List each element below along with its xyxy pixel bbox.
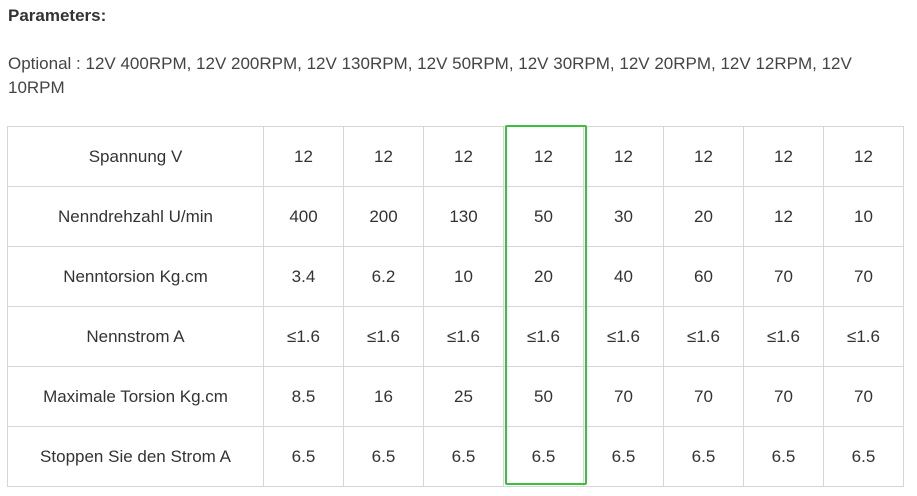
table-cell: 16 (343, 366, 424, 427)
table-row: Maximale Torsion Kg.cm 8.5 16 25 50 70 70 70 70 (7, 366, 904, 427)
table-cell: 12 (343, 126, 424, 187)
table-cell: 12 (423, 126, 504, 187)
section-heading: Parameters: (8, 6, 107, 25)
table-cell: 6.5 (743, 426, 824, 487)
optional-models-text: Optional : 12V 400RPM, 12V 200RPM, 12V 1… (8, 54, 852, 97)
table-cell: 70 (743, 246, 824, 307)
table-cell: ≤1.6 (663, 306, 744, 367)
table-row: Nennstrom A ≤1.6 ≤1.6 ≤1.6 ≤1.6 ≤1.6 ≤1.6 ≤1.6 ≤… (7, 306, 904, 367)
table-cell: ≤1.6 (823, 306, 904, 367)
row-label: Nenndrehzahl U/min (7, 186, 264, 247)
table-cell: ≤1.6 (343, 306, 424, 367)
table-cell: ≤1.6 (743, 306, 824, 367)
table-cell: 70 (743, 366, 824, 427)
table-row: Nenndrehzahl U/min 400 200 130 50 30 20 12 10 (7, 186, 904, 247)
table-cell: 8.5 (263, 366, 344, 427)
table-cell: 50 (503, 366, 584, 427)
table-cell: 70 (823, 366, 904, 427)
table-cell: 6.5 (263, 426, 344, 487)
table-row: Stoppen Sie den Strom A 6.5 6.5 6.5 6.5 6.5 6.… (7, 426, 904, 487)
table-row: Nenntorsion Kg.cm 3.4 6.2 10 20 40 60 70 70 (7, 246, 904, 307)
table-cell: 3.4 (263, 246, 344, 307)
row-label: Stoppen Sie den Strom A (7, 426, 264, 487)
table-cell: ≤1.6 (423, 306, 504, 367)
table-cell: 6.5 (583, 426, 664, 487)
parameters-table-body: Spannung V 12 12 12 12 12 12 12 12 Nenndrehzahl U… (7, 126, 904, 487)
table-row: Spannung V 12 12 12 12 12 12 12 12 (7, 126, 904, 187)
table-cell: 12 (663, 126, 744, 187)
table-cell: 10 (423, 246, 504, 307)
table-cell: 6.5 (343, 426, 424, 487)
table-cell: 12 (823, 126, 904, 187)
table-cell: 12 (743, 186, 824, 247)
table-cell: 70 (823, 246, 904, 307)
row-label: Nenntorsion Kg.cm (7, 246, 264, 307)
table-cell: 20 (503, 246, 584, 307)
row-label: Nennstrom A (7, 306, 264, 367)
table-cell: 25 (423, 366, 504, 427)
table-cell: 70 (583, 366, 664, 427)
table-cell: 60 (663, 246, 744, 307)
table-cell: 6.5 (423, 426, 504, 487)
table-cell: 12 (503, 126, 584, 187)
table-cell: 200 (343, 186, 424, 247)
table-cell: 6.5 (503, 426, 584, 487)
table-cell: 10 (823, 186, 904, 247)
table-cell: 30 (583, 186, 664, 247)
table-cell: 12 (743, 126, 824, 187)
parameters-table: Spannung V 12 12 12 12 12 12 12 12 Nenndrehzahl U… (7, 126, 904, 487)
table-cell: 6.2 (343, 246, 424, 307)
table-cell: 50 (503, 186, 584, 247)
table-cell: ≤1.6 (503, 306, 584, 367)
table-cell: ≤1.6 (583, 306, 664, 367)
table-cell: 6.5 (663, 426, 744, 487)
table-cell: ≤1.6 (263, 306, 344, 367)
table-cell: 40 (583, 246, 664, 307)
table-cell: 130 (423, 186, 504, 247)
table-cell: 400 (263, 186, 344, 247)
table-cell: 12 (583, 126, 664, 187)
table-cell: 6.5 (823, 426, 904, 487)
table-cell: 20 (663, 186, 744, 247)
row-label: Maximale Torsion Kg.cm (7, 366, 264, 427)
table-cell: 12 (263, 126, 344, 187)
row-label: Spannung V (7, 126, 264, 187)
table-cell: 70 (663, 366, 744, 427)
